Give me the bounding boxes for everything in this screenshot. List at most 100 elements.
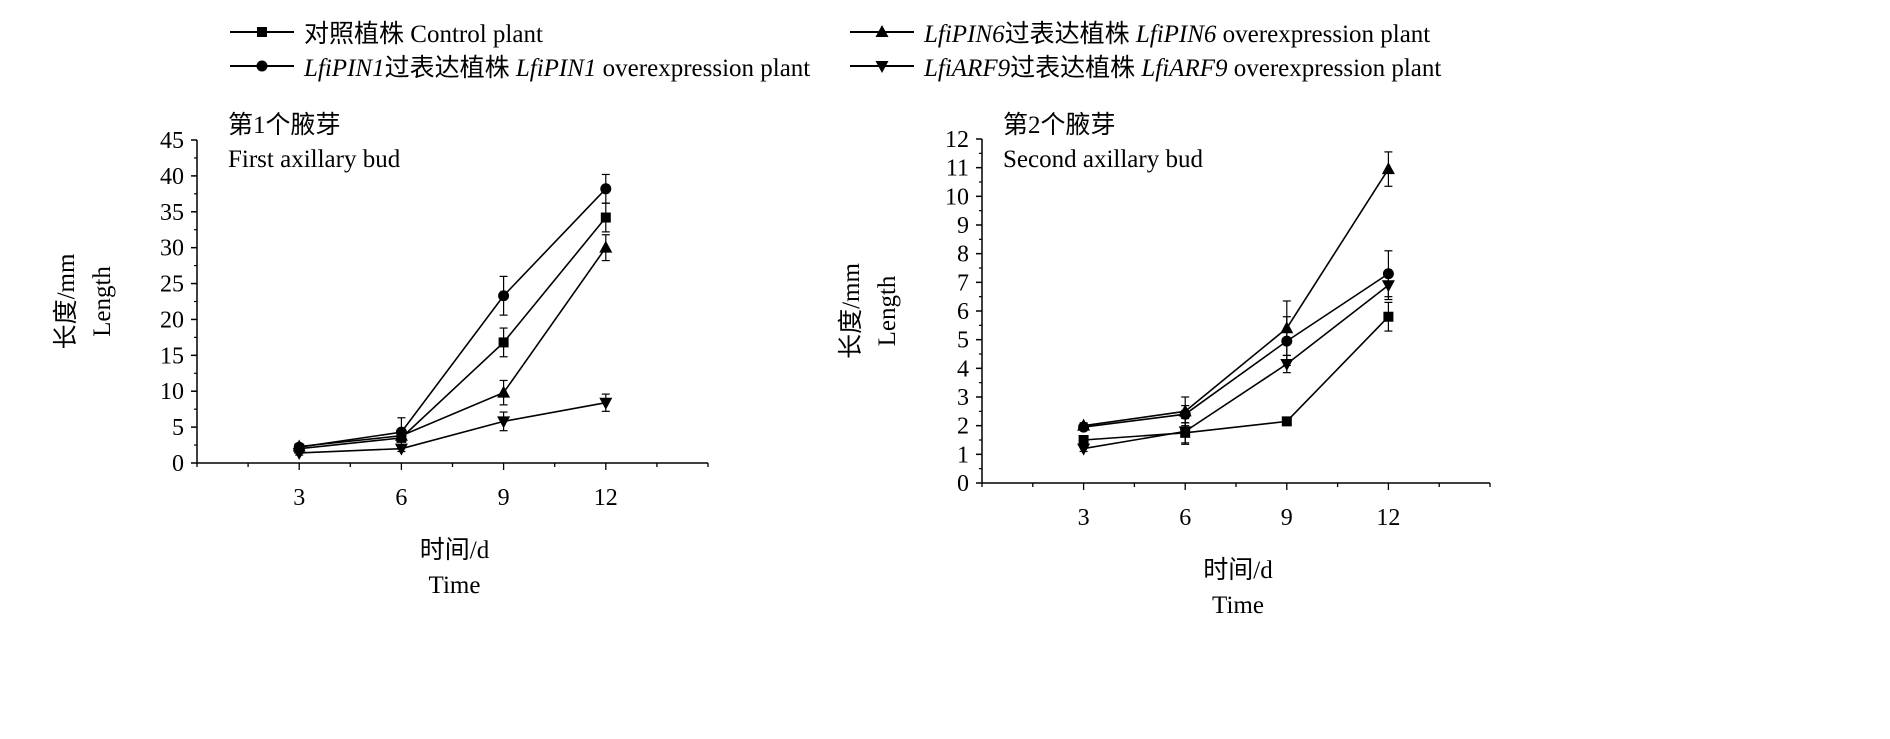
legend-gene-name: LfiARF9: [924, 55, 1011, 82]
data-point: [1383, 311, 1394, 322]
y-tick-label: 0: [957, 471, 969, 497]
panel-title-en: First axillary bud: [228, 146, 401, 173]
y-tick-label: 5: [172, 415, 184, 441]
legend-gene-name: LfiPIN6: [1129, 21, 1217, 48]
legend-gene-name: LfiPIN1: [304, 55, 385, 82]
legend-cn-text: 过表达植株: [1004, 21, 1130, 48]
y-tick-label: 35: [160, 200, 184, 226]
triangle-down-marker-legend-icon: [850, 61, 914, 73]
chart-svg: 0 5 10 15 20 25 30 35 40 45 3 6 9 12 第1个腋芽 First axilla…: [52, 111, 709, 599]
legend-gene-name: LfiPIN6: [924, 21, 1005, 48]
legend-cn-text: 过表达植株: [384, 55, 510, 82]
data-point: [600, 212, 611, 223]
y-axis-label-en: Length: [89, 266, 116, 337]
legend-gene-name: LfiPIN1: [509, 55, 597, 82]
y-axis-label-cn: 长度/mm: [837, 263, 865, 359]
legend-item-control: 对照植株 Control plant: [228, 12, 543, 52]
y-axis-label-cn: 长度/mm: [52, 253, 80, 349]
y-tick-label: 20: [160, 307, 184, 333]
square-marker: [257, 27, 267, 37]
legend-en-text: overexpression plant: [1227, 55, 1442, 82]
legend-cn-text: 对照植株: [304, 21, 405, 48]
y-tick-label: 40: [160, 164, 184, 190]
y-axis-label-en: Length: [874, 275, 901, 346]
chart-legend: 对照植株 Control plant LfiPIN1过表达植株 LfiPIN1 o…: [0, 0, 1890, 110]
legend-en-text: overexpression plant: [596, 55, 811, 82]
series-control: [294, 202, 611, 454]
series-line: [1083, 316, 1389, 441]
data-point: [599, 240, 613, 253]
y-tick-label: 12: [945, 127, 969, 153]
data-point: [1178, 426, 1192, 439]
series-line: [299, 247, 607, 448]
x-tick-label: 9: [498, 485, 510, 511]
triangle-down-marker: [875, 61, 889, 73]
y-tick-label: 45: [160, 128, 184, 154]
data-point: [394, 428, 408, 441]
x-tick-label: 6: [395, 485, 407, 511]
x-tick-label: 12: [594, 485, 618, 511]
data-point: [1078, 435, 1089, 445]
legend-item-pin1: LfiPIN1过表达植株 LfiPIN1 overexpression plan…: [228, 46, 810, 86]
data-point: [1280, 359, 1294, 372]
x-tick-label: 6: [1179, 505, 1191, 531]
y-tick-label: 15: [160, 343, 184, 369]
circle-marker-legend-icon: [230, 60, 294, 72]
x-tick-label: 3: [1078, 505, 1090, 531]
series-arf9: [292, 393, 613, 460]
x-axis-label-cn: 时间/d: [420, 536, 490, 564]
data-point: [1178, 404, 1192, 417]
legend-item-pin6: LfiPIN6过表达植株 LfiPIN6 overexpression plan…: [848, 12, 1430, 52]
legend-item-arf9: LfiARF9过表达植株 LfiARF9 overexpression plan…: [848, 46, 1441, 86]
series-arf9: [1077, 270, 1395, 456]
x-tick-label: 12: [1376, 505, 1400, 531]
series-control: [1078, 301, 1394, 445]
panel-title-cn: 第2个腋芽: [1003, 111, 1116, 139]
legend-gene-name: LfiARF9: [1135, 55, 1228, 82]
x-axis-label-en: Time: [1212, 592, 1264, 619]
y-tick-label: 9: [957, 213, 969, 239]
y-tick-label: 8: [957, 242, 969, 268]
data-point: [1077, 443, 1091, 456]
chart-second-axillary-bud: 0 1 2 3 4 5 6 7 8 9 10 11 12 3 6 9 12 第2个腋芽 Second axillar…: [837, 110, 1890, 734]
data-point: [1077, 418, 1091, 431]
x-tick-label: 3: [293, 485, 305, 511]
legend-label: LfiPIN1过表达植株 LfiPIN1 overexpression plan…: [304, 48, 810, 84]
data-point: [498, 337, 509, 348]
legend-en-text: Control plant: [404, 21, 543, 48]
series-pin1: [1078, 250, 1394, 433]
chart-first-axillary-bud: 0 5 10 15 20 25 30 35 40 45 3 6 9 12 第1个腋芽 First axilla…: [0, 110, 945, 734]
data-point: [1280, 321, 1294, 334]
data-point: [1381, 162, 1395, 175]
y-tick-label: 4: [957, 356, 969, 382]
data-point: [394, 443, 408, 456]
legend-label: LfiARF9过表达植株 LfiARF9 overexpression plan…: [924, 48, 1441, 84]
series-pin6: [1077, 151, 1395, 431]
series-line: [1083, 273, 1389, 428]
triangle-up-marker-legend-icon: [850, 25, 914, 37]
x-axis-label-en: Time: [429, 572, 481, 599]
series-line: [299, 217, 607, 450]
panel-title-en: Second axillary bud: [1003, 146, 1203, 173]
y-tick-label: 10: [945, 184, 969, 210]
data-point: [1281, 416, 1292, 427]
y-tick-label: 5: [957, 328, 969, 354]
y-tick-label: 1: [957, 442, 969, 468]
legend-cn-text: 过表达植株: [1010, 55, 1136, 82]
panel-title-cn: 第1个腋芽: [228, 111, 341, 139]
series-line: [299, 401, 606, 454]
y-tick-label: 6: [957, 299, 969, 325]
y-tick-label: 0: [172, 451, 184, 477]
legend-label: LfiPIN6过表达植株 LfiPIN6 overexpression plan…: [924, 14, 1430, 50]
y-tick-label: 7: [957, 270, 969, 296]
data-point: [498, 290, 510, 302]
legend-en-text: overexpression plant: [1216, 21, 1431, 48]
series-pin1: [293, 173, 612, 453]
data-point: [497, 385, 511, 398]
data-point: [599, 397, 613, 410]
y-tick-label: 30: [160, 236, 184, 262]
y-tick-label: 25: [160, 272, 184, 298]
series-line: [299, 188, 607, 449]
square-marker-legend-icon: [230, 27, 294, 37]
